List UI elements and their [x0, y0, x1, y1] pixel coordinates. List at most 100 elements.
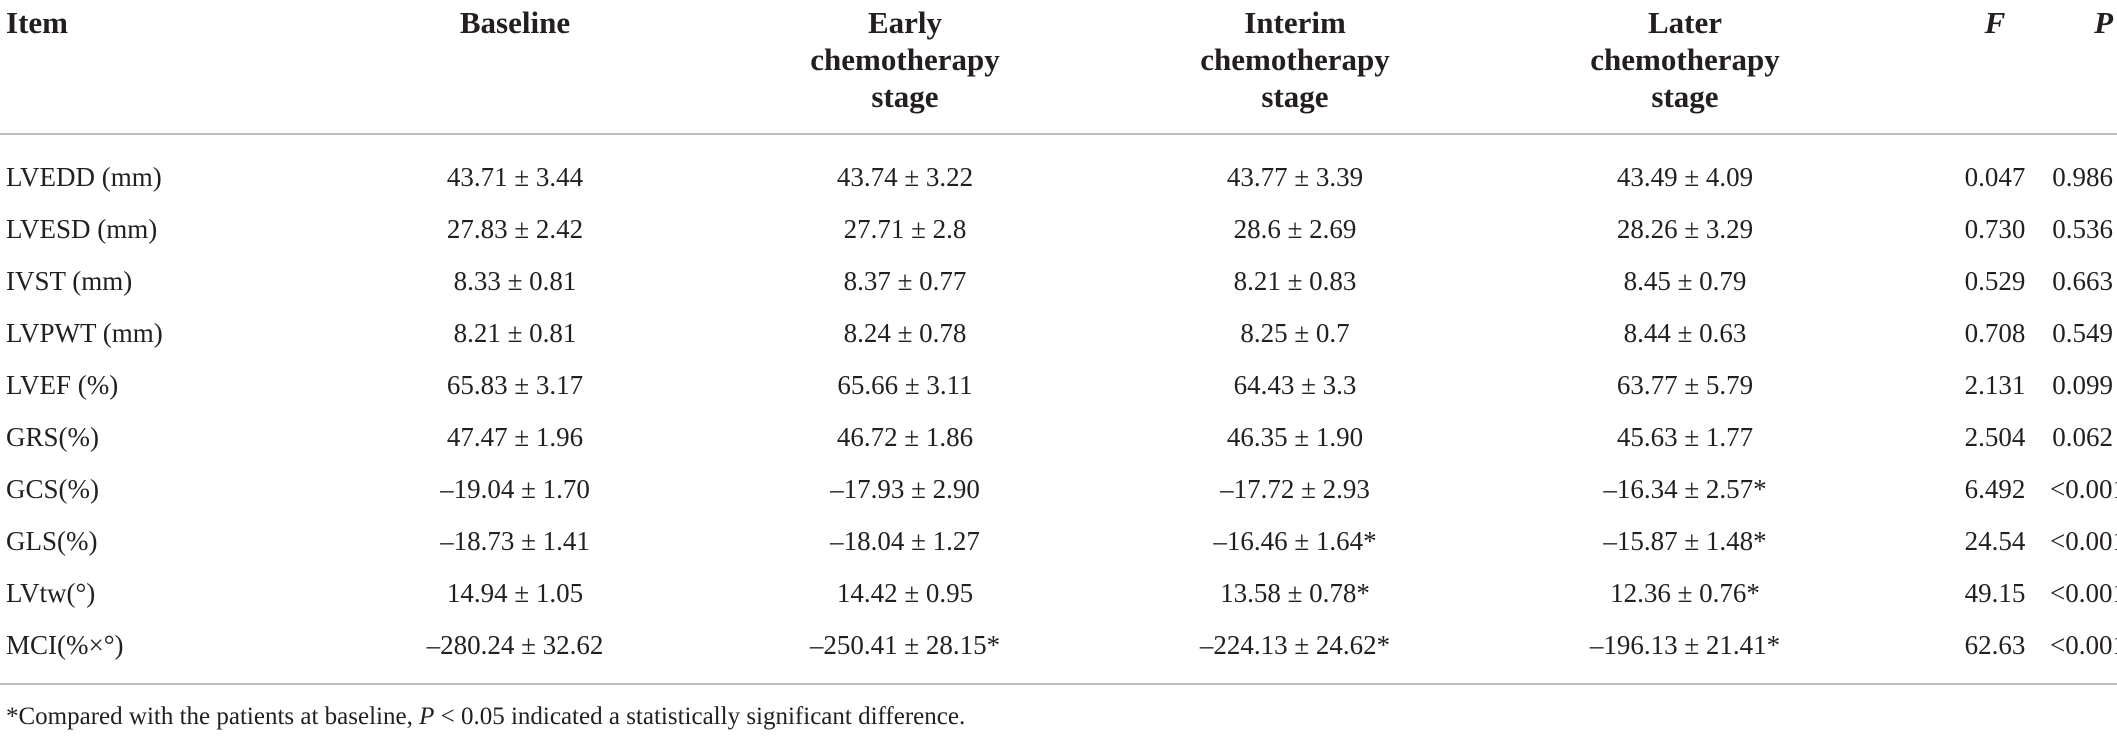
cell-early: 14.42 ± 0.95	[836, 577, 974, 608]
cell-later: 12.36 ± 0.76*	[1610, 577, 1760, 608]
header-baseline: Baseline	[320, 0, 710, 135]
cell-early: 27.71 ± 2.8	[843, 213, 967, 244]
cell-f-value: 6.492	[1964, 473, 2026, 504]
cell-item: LVEF (%)	[6, 369, 119, 400]
cell-early: –18.04 ± 1.27	[830, 525, 980, 556]
cell-baseline: –280.24 ± 32.62	[320, 619, 710, 685]
cell-item: LVEDD (mm)	[6, 161, 162, 192]
header-later-line-1: Later	[1647, 5, 1723, 40]
footnote-p-symbol: P	[419, 703, 435, 730]
header-item: Item	[0, 0, 320, 135]
cell-p-value: 0.986	[2052, 161, 2113, 192]
header-interim-line-1: Interim	[1244, 5, 1346, 40]
cell-baseline: 47.47 ± 1.96	[446, 421, 584, 452]
table-row: MCI(%×°) –280.24 ± 32.62 –250.41 ± 28.15* –…	[0, 619, 2117, 685]
table-row: LVtw(°) 14.94 ± 1.05 14.42 ± 0.95 13.58 ± 0…	[0, 567, 2117, 619]
cell-f-value: 49.15	[1964, 577, 2026, 608]
cell-baseline: 43.71 ± 3.44	[446, 161, 584, 192]
cell-early: –250.41 ± 28.15*	[710, 619, 1100, 685]
cell-interim: 8.21 ± 0.83	[1233, 265, 1357, 296]
cell-baseline: –18.73 ± 1.41	[440, 525, 590, 556]
cell-f-value: 0.529	[1964, 265, 2026, 296]
table-header: Item Baseline Early chemotherapy stage I…	[0, 0, 2117, 135]
cell-interim: –224.13 ± 24.62*	[1100, 619, 1490, 685]
table-body: LVEDD (mm) 43.71 ± 3.44 43.74 ± 3.22 43.77 …	[0, 134, 2117, 685]
cell-baseline: 8.21 ± 0.81	[453, 317, 577, 348]
cell-early: 46.72 ± 1.86	[836, 421, 974, 452]
cell-interim: 64.43 ± 3.3	[1233, 369, 1357, 400]
cell-later: –196.13 ± 21.41*	[1490, 619, 1880, 685]
header-p-symbol: P	[2094, 5, 2113, 40]
cell-item: LVESD (mm)	[6, 213, 158, 244]
cell-p-value: 0.062	[2052, 421, 2113, 452]
header-later-line-2: chemotherapy	[1590, 42, 1780, 77]
cell-later: –16.34 ± 2.57*	[1603, 473, 1767, 504]
cell-later: 63.77 ± 5.79	[1616, 369, 1754, 400]
table-row: GLS(%) –18.73 ± 1.41 –18.04 ± 1.27 –16.46 ±…	[0, 515, 2117, 567]
table-footnote: *Compared with the patients at baseline,…	[6, 703, 965, 731]
cell-baseline: 65.83 ± 3.17	[446, 369, 584, 400]
header-later-line-3: stage	[1651, 79, 1719, 114]
cell-later: 28.26 ± 3.29	[1616, 213, 1754, 244]
cell-early: –17.93 ± 2.90	[830, 473, 980, 504]
cell-f-value: 0.730	[1964, 213, 2026, 244]
header-f-symbol: F	[1984, 5, 2006, 40]
table-row: LVESD (mm) 27.83 ± 2.42 27.71 ± 2.8 28.6 ± …	[0, 203, 2117, 255]
header-early-line-3: stage	[871, 79, 939, 114]
cell-interim: 28.6 ± 2.69	[1233, 213, 1357, 244]
cell-p-value: <0.001	[2050, 525, 2117, 556]
cell-p-value: <0.001	[2050, 473, 2117, 504]
cell-p-value: 0.663	[2052, 265, 2113, 296]
cell-item: LVtw(°)	[6, 577, 96, 608]
header-interim-line-2: chemotherapy	[1200, 42, 1390, 77]
cell-later: 43.49 ± 4.09	[1616, 161, 1754, 192]
cell-p-value: <0.001	[2050, 577, 2117, 608]
header-interim-line-3: stage	[1261, 79, 1329, 114]
cell-interim: 8.25 ± 0.7	[1240, 317, 1350, 348]
header-row: Item Baseline Early chemotherapy stage I…	[0, 0, 2117, 135]
cell-f-value: 0.708	[1964, 317, 2026, 348]
cell-item: LVPWT (mm)	[6, 317, 163, 348]
table-row: LVEF (%) 65.83 ± 3.17 65.66 ± 3.11 64.43 ± …	[0, 359, 2117, 411]
cell-f-value: 2.131	[1964, 369, 2026, 400]
cell-baseline: –19.04 ± 1.70	[440, 473, 590, 504]
cell-item: GRS(%)	[6, 421, 99, 452]
cell-later: 45.63 ± 1.77	[1616, 421, 1754, 452]
cell-early: 8.24 ± 0.78	[843, 317, 967, 348]
header-early-stage: Early chemotherapy stage	[710, 0, 1100, 135]
cell-item: GLS(%)	[6, 525, 98, 556]
table-row: LVPWT (mm) 8.21 ± 0.81 8.24 ± 0.78 8.25 ± 0…	[0, 307, 2117, 359]
echo-parameters-table: Item Baseline Early chemotherapy stage I…	[0, 0, 2117, 685]
table-row: GRS(%) 47.47 ± 1.96 46.72 ± 1.86 46.35 ± 1.…	[0, 411, 2117, 463]
header-interim-stage: Interim chemotherapy stage	[1100, 0, 1490, 135]
cell-interim: –17.72 ± 2.93	[1220, 473, 1370, 504]
cell-p-value: 0.536	[2052, 213, 2113, 244]
header-early-line-1: Early	[867, 5, 943, 40]
header-early-line-2: chemotherapy	[810, 42, 1000, 77]
cell-early: 65.66 ± 3.11	[837, 369, 973, 400]
table-row: GCS(%) –19.04 ± 1.70 –17.93 ± 2.90 –17.72 ±…	[0, 463, 2117, 515]
cell-f-value: 62.63	[1880, 619, 2050, 685]
header-p: P	[2050, 0, 2117, 135]
cell-p-value: 0.099	[2052, 369, 2113, 400]
cell-baseline: 8.33 ± 0.81	[453, 265, 577, 296]
cell-interim: 43.77 ± 3.39	[1226, 161, 1364, 192]
cell-f-value: 24.54	[1964, 525, 2026, 556]
cell-later: –15.87 ± 1.48*	[1603, 525, 1767, 556]
cell-item: IVST (mm)	[6, 265, 133, 296]
cell-p-value: 0.549	[2052, 317, 2113, 348]
cell-baseline: 14.94 ± 1.05	[446, 577, 584, 608]
cell-item: GCS(%)	[6, 473, 99, 504]
footnote-text-before: *Compared with the patients at baseline,	[6, 703, 420, 730]
cell-early: 43.74 ± 3.22	[836, 161, 974, 192]
cell-p-value: <0.001	[2050, 619, 2117, 685]
table-row: IVST (mm) 8.33 ± 0.81 8.37 ± 0.77 8.21 ± 0.…	[0, 255, 2117, 307]
cell-item: MCI(%×°)	[0, 619, 320, 685]
header-later-stage: Later chemotherapy stage	[1490, 0, 1880, 135]
header-f: F	[1880, 0, 2050, 135]
footnote-text-after: < 0.05 indicated a statistically signifi…	[434, 703, 966, 730]
cell-baseline: 27.83 ± 2.42	[446, 213, 584, 244]
cell-interim: 46.35 ± 1.90	[1226, 421, 1364, 452]
table-row: LVEDD (mm) 43.71 ± 3.44 43.74 ± 3.22 43.77 …	[0, 134, 2117, 203]
